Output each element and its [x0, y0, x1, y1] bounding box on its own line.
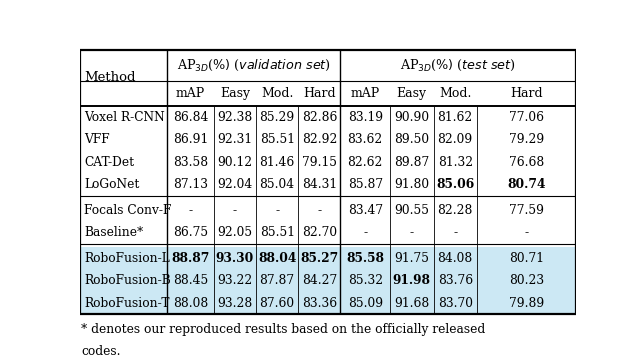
Text: LoGoNet: LoGoNet [84, 178, 140, 191]
Text: 85.09: 85.09 [348, 297, 383, 310]
Text: 82.62: 82.62 [348, 156, 383, 169]
Text: 88.08: 88.08 [173, 297, 208, 310]
Text: 82.86: 82.86 [301, 111, 337, 124]
Text: 82.70: 82.70 [301, 226, 337, 239]
Text: mAP: mAP [351, 87, 380, 100]
Text: -: - [453, 226, 458, 239]
Text: 82.09: 82.09 [438, 134, 473, 146]
Text: 80.74: 80.74 [507, 178, 546, 191]
Text: 87.87: 87.87 [260, 274, 295, 287]
Text: 82.28: 82.28 [438, 204, 473, 217]
Text: 85.29: 85.29 [260, 111, 295, 124]
Text: 93.22: 93.22 [218, 274, 253, 287]
Text: 87.60: 87.60 [260, 297, 295, 310]
Text: Easy: Easy [220, 87, 250, 100]
Text: 86.91: 86.91 [173, 134, 208, 146]
Text: 85.32: 85.32 [348, 274, 383, 287]
Text: * denotes our reproduced results based on the officially released: * denotes our reproduced results based o… [81, 323, 485, 336]
Text: 88.45: 88.45 [173, 274, 208, 287]
Text: 90.55: 90.55 [394, 204, 429, 217]
Text: 83.47: 83.47 [348, 204, 383, 217]
Text: 81.32: 81.32 [438, 156, 473, 169]
Text: 89.50: 89.50 [394, 134, 429, 146]
Text: 84.08: 84.08 [438, 252, 473, 265]
Text: 91.68: 91.68 [394, 297, 429, 310]
Text: 93.28: 93.28 [218, 297, 253, 310]
Text: 87.13: 87.13 [173, 178, 208, 191]
Text: 85.51: 85.51 [260, 134, 294, 146]
Text: RoboFusion-B: RoboFusion-B [84, 274, 171, 287]
Text: 79.15: 79.15 [302, 156, 337, 169]
Text: 83.36: 83.36 [301, 297, 337, 310]
Text: 92.38: 92.38 [218, 111, 253, 124]
Bar [80, 247, 576, 315]
Text: RoboFusion-L: RoboFusion-L [84, 252, 170, 265]
Text: 80.71: 80.71 [509, 252, 544, 265]
Text: -: - [275, 204, 279, 217]
Text: 91.75: 91.75 [394, 252, 429, 265]
Text: 85.06: 85.06 [436, 178, 474, 191]
Text: 79.29: 79.29 [509, 134, 544, 146]
Text: 81.46: 81.46 [260, 156, 295, 169]
Text: Hard: Hard [303, 87, 335, 100]
Text: Mod.: Mod. [439, 87, 472, 100]
Text: 85.58: 85.58 [346, 252, 384, 265]
Text: Baseline*: Baseline* [84, 226, 143, 239]
Text: 88.04: 88.04 [258, 252, 296, 265]
Text: 91.98: 91.98 [393, 274, 431, 287]
Text: 81.62: 81.62 [438, 111, 473, 124]
Text: 91.80: 91.80 [394, 178, 429, 191]
Text: 76.68: 76.68 [509, 156, 544, 169]
Text: Method: Method [84, 71, 136, 84]
Text: 90.12: 90.12 [218, 156, 253, 169]
Text: 84.31: 84.31 [301, 178, 337, 191]
Text: Focals Conv-F: Focals Conv-F [84, 204, 172, 217]
Text: RoboFusion-T: RoboFusion-T [84, 297, 170, 310]
Text: 83.70: 83.70 [438, 297, 473, 310]
Text: 83.62: 83.62 [348, 134, 383, 146]
Text: -: - [233, 204, 237, 217]
Text: 92.04: 92.04 [218, 178, 253, 191]
Text: Easy: Easy [397, 87, 427, 100]
Text: 86.84: 86.84 [173, 111, 208, 124]
Text: 83.58: 83.58 [173, 156, 208, 169]
Text: Voxel R-CNN: Voxel R-CNN [84, 111, 164, 124]
Text: AP$_{3D}$(%$)$ ($\mathit{test\ set}$): AP$_{3D}$(%$)$ ($\mathit{test\ set}$) [401, 58, 516, 73]
Text: 85.27: 85.27 [300, 252, 339, 265]
Text: 85.51: 85.51 [260, 226, 294, 239]
Text: -: - [524, 226, 529, 239]
Text: -: - [363, 226, 367, 239]
Text: codes.: codes. [81, 345, 120, 357]
Text: 80.23: 80.23 [509, 274, 544, 287]
Text: AP$_{3D}$(%$)$ ($\mathit{validation\ set}$): AP$_{3D}$(%$)$ ($\mathit{validation\ set… [177, 58, 331, 73]
Text: 92.31: 92.31 [218, 134, 253, 146]
Text: -: - [410, 226, 414, 239]
Text: 92.05: 92.05 [218, 226, 253, 239]
Text: 83.19: 83.19 [348, 111, 383, 124]
Text: 90.90: 90.90 [394, 111, 429, 124]
Text: 79.89: 79.89 [509, 297, 544, 310]
Text: Mod.: Mod. [261, 87, 293, 100]
Text: 77.59: 77.59 [509, 204, 544, 217]
Text: 84.27: 84.27 [301, 274, 337, 287]
Text: 88.87: 88.87 [171, 252, 209, 265]
Text: -: - [188, 204, 193, 217]
Text: 93.30: 93.30 [216, 252, 254, 265]
Text: 83.76: 83.76 [438, 274, 473, 287]
Text: Hard: Hard [510, 87, 543, 100]
Text: CAT-Det: CAT-Det [84, 156, 134, 169]
Text: mAP: mAP [176, 87, 205, 100]
Text: -: - [317, 204, 321, 217]
Text: 77.06: 77.06 [509, 111, 544, 124]
Text: 89.87: 89.87 [394, 156, 429, 169]
Text: 85.04: 85.04 [260, 178, 295, 191]
Text: 82.92: 82.92 [301, 134, 337, 146]
Text: 86.75: 86.75 [173, 226, 208, 239]
Text: VFF: VFF [84, 134, 109, 146]
Text: 85.87: 85.87 [348, 178, 383, 191]
